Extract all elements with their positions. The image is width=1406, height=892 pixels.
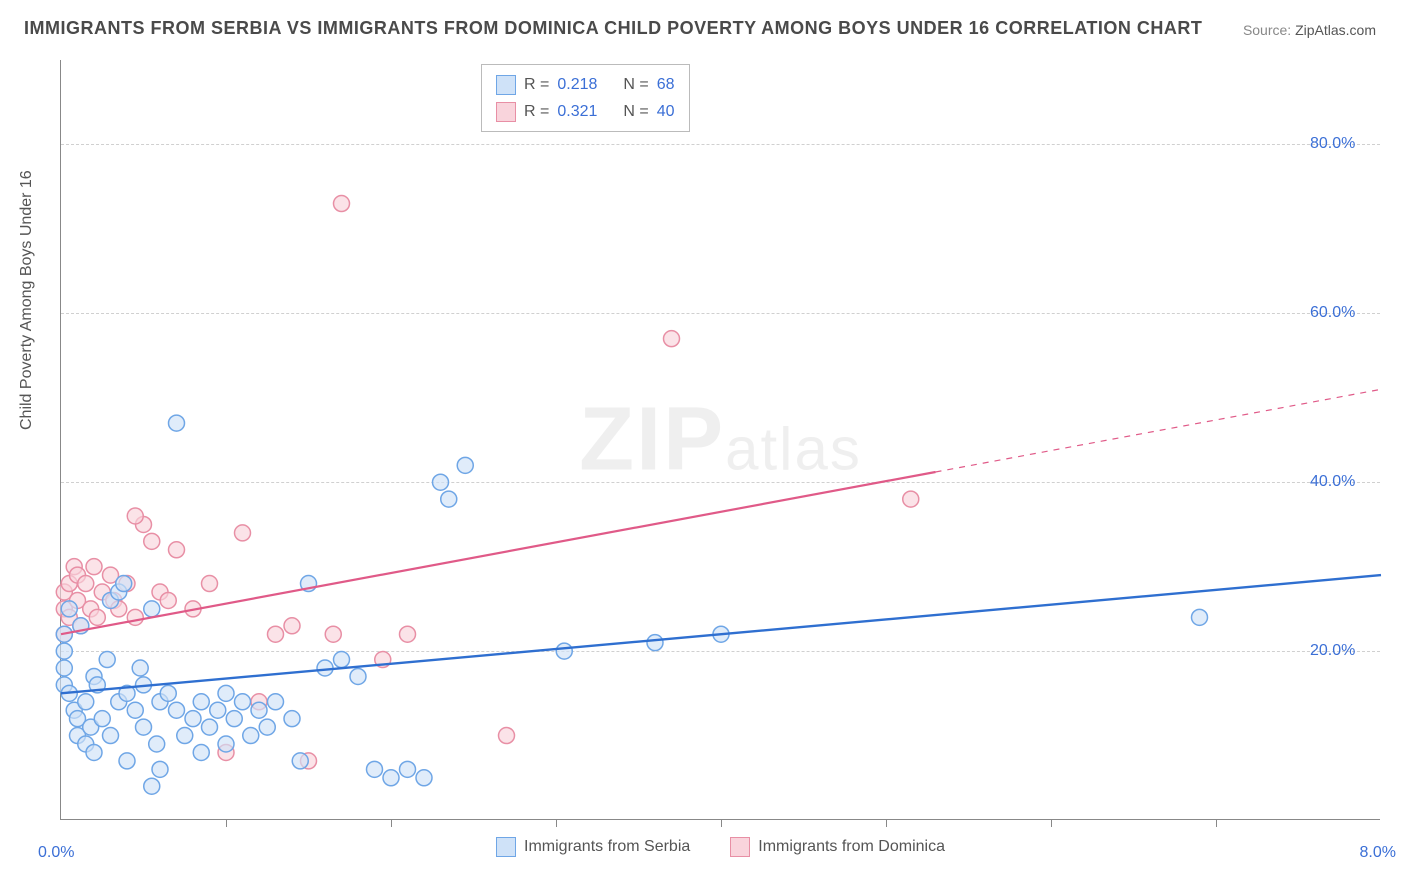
legend-bottom-swatch-1 (730, 837, 750, 857)
data-point (251, 702, 267, 718)
data-point (433, 474, 449, 490)
data-point (169, 542, 185, 558)
chart-svg (61, 60, 1380, 819)
data-point (193, 694, 209, 710)
data-point (457, 457, 473, 473)
data-point (416, 770, 432, 786)
data-point (193, 744, 209, 760)
data-point (235, 694, 251, 710)
data-point (259, 719, 275, 735)
data-point (903, 491, 919, 507)
data-point (202, 719, 218, 735)
source-attribution: Source: ZipAtlas.com (1243, 22, 1376, 38)
plot-area: ZIPatlas R = 0.218 N = 68 R = 0.321 N = … (60, 60, 1380, 820)
data-point (61, 601, 77, 617)
x-tick (226, 819, 227, 827)
data-point (56, 660, 72, 676)
data-point (218, 736, 234, 752)
data-point (160, 685, 176, 701)
data-point (89, 609, 105, 625)
data-point (499, 728, 515, 744)
data-point (243, 728, 259, 744)
data-point (235, 525, 251, 541)
legend-item-1: Immigrants from Dominica (730, 837, 945, 857)
data-point (268, 694, 284, 710)
data-point (103, 728, 119, 744)
data-point (99, 652, 115, 668)
data-point (86, 559, 102, 575)
data-point (284, 618, 300, 634)
data-point (441, 491, 457, 507)
x-tick (1051, 819, 1052, 827)
data-point (185, 711, 201, 727)
data-point (334, 652, 350, 668)
data-point (127, 702, 143, 718)
data-point (116, 576, 132, 592)
data-point (144, 778, 160, 794)
x-tick (1216, 819, 1217, 827)
data-point (284, 711, 300, 727)
data-point (325, 626, 341, 642)
data-point (119, 753, 135, 769)
x-tick-label-right: 8.0% (1360, 844, 1396, 862)
data-point (556, 643, 572, 659)
data-point (78, 576, 94, 592)
x-tick (721, 819, 722, 827)
data-point (647, 635, 663, 651)
legend-series-name-1: Immigrants from Dominica (758, 838, 945, 856)
y-tick-label: 80.0% (1310, 135, 1355, 153)
data-point (268, 626, 284, 642)
data-point (94, 711, 110, 727)
data-point (160, 592, 176, 608)
y-tick-label: 40.0% (1310, 473, 1355, 491)
data-point (226, 711, 242, 727)
data-point (78, 694, 94, 710)
data-point (334, 196, 350, 212)
data-point (144, 601, 160, 617)
source-value: ZipAtlas.com (1295, 22, 1376, 38)
data-point (218, 685, 234, 701)
chart-title: IMMIGRANTS FROM SERBIA VS IMMIGRANTS FRO… (24, 18, 1202, 39)
source-label: Source: (1243, 22, 1291, 38)
x-tick (556, 819, 557, 827)
legend-item-0: Immigrants from Serbia (496, 837, 690, 857)
y-axis-label: Child Poverty Among Boys Under 16 (18, 170, 36, 430)
data-point (56, 643, 72, 659)
data-point (292, 753, 308, 769)
x-tick (391, 819, 392, 827)
data-point (169, 415, 185, 431)
data-point (202, 576, 218, 592)
legend-series-name-0: Immigrants from Serbia (524, 838, 690, 856)
legend-bottom-swatch-0 (496, 837, 516, 857)
data-point (350, 668, 366, 684)
data-point (210, 702, 226, 718)
data-point (152, 761, 168, 777)
trend-line (61, 575, 1381, 693)
data-point (367, 761, 383, 777)
data-point (149, 736, 165, 752)
x-tick-label-left: 0.0% (38, 844, 74, 862)
data-point (127, 609, 143, 625)
data-point (383, 770, 399, 786)
data-point (136, 719, 152, 735)
y-tick-label: 20.0% (1310, 642, 1355, 660)
data-point (169, 702, 185, 718)
data-point (127, 508, 143, 524)
x-tick (886, 819, 887, 827)
data-point (664, 331, 680, 347)
trend-line-dashed (936, 389, 1382, 472)
data-point (144, 533, 160, 549)
data-point (400, 626, 416, 642)
trend-line-solid (61, 472, 936, 634)
data-point (132, 660, 148, 676)
legend-bottom: Immigrants from Serbia Immigrants from D… (61, 837, 1380, 857)
y-tick-label: 60.0% (1310, 304, 1355, 322)
data-point (1192, 609, 1208, 625)
data-point (400, 761, 416, 777)
data-point (86, 744, 102, 760)
data-point (177, 728, 193, 744)
